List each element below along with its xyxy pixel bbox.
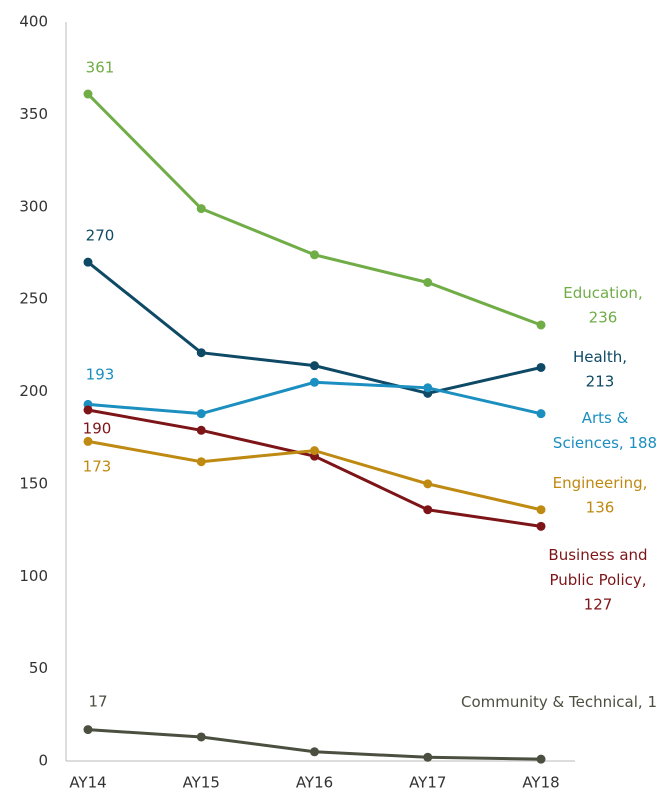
series-label: Education, bbox=[563, 284, 642, 302]
data-point bbox=[310, 446, 319, 456]
series-label-value: 188 bbox=[628, 434, 657, 452]
data-label: 361 bbox=[86, 59, 115, 77]
series-label-value: 213 bbox=[586, 373, 615, 391]
series-label-value: 127 bbox=[584, 596, 613, 614]
series-label-value: 136 bbox=[586, 499, 615, 517]
data-label: 193 bbox=[86, 366, 115, 384]
series-line bbox=[86, 92, 542, 327]
data-point bbox=[196, 425, 206, 435]
data-point bbox=[310, 361, 319, 371]
data-point bbox=[423, 479, 433, 489]
data-point bbox=[196, 732, 206, 742]
series-label: Business and bbox=[548, 546, 647, 564]
data-point bbox=[196, 204, 206, 214]
data-point bbox=[310, 377, 319, 387]
x-tick-label: AY16 bbox=[296, 774, 333, 792]
data-point bbox=[536, 362, 546, 372]
y-tick-label: 250 bbox=[19, 290, 48, 308]
series-label: Sciences, 188 bbox=[553, 434, 657, 452]
y-tick-label: 300 bbox=[19, 197, 48, 215]
data-point bbox=[83, 725, 93, 735]
data-point bbox=[196, 457, 206, 467]
series-label-line: Arts & bbox=[582, 409, 629, 427]
data-point bbox=[83, 436, 93, 446]
y-tick-label: 100 bbox=[19, 567, 48, 585]
data-point bbox=[196, 409, 206, 419]
series-label-line: Community & Technical, bbox=[461, 693, 643, 711]
y-tick-label: 350 bbox=[19, 105, 48, 123]
data-point bbox=[536, 320, 546, 330]
x-tick-label: AY17 bbox=[409, 774, 446, 792]
data-label: 173 bbox=[83, 458, 112, 476]
series-label-value: 1 bbox=[647, 693, 657, 711]
data-point bbox=[423, 383, 433, 393]
data-point bbox=[310, 250, 319, 260]
data-point bbox=[83, 405, 93, 415]
series-label: Engineering, bbox=[553, 474, 648, 492]
series-label: Health, bbox=[573, 348, 627, 366]
series-line bbox=[87, 408, 542, 528]
y-tick-label: 50 bbox=[29, 659, 48, 677]
series-label-line: Health, bbox=[573, 348, 627, 366]
series-label: Public Policy, bbox=[549, 571, 646, 589]
data-point bbox=[423, 752, 433, 762]
y-tick-label: 200 bbox=[19, 382, 48, 400]
series-line bbox=[87, 261, 542, 395]
data-label: 270 bbox=[86, 227, 115, 245]
x-tick-label: AY14 bbox=[69, 774, 106, 792]
data-point bbox=[536, 754, 546, 764]
y-tick-label: 150 bbox=[19, 474, 48, 492]
data-label: 17 bbox=[88, 693, 107, 711]
data-point bbox=[536, 521, 546, 531]
series-label-line: Sciences, bbox=[553, 434, 624, 452]
y-tick-label: 400 bbox=[19, 13, 48, 31]
series-label-value: 236 bbox=[589, 309, 618, 327]
series-label-line: Education, bbox=[563, 284, 642, 302]
data-point bbox=[83, 257, 93, 267]
data-point bbox=[423, 505, 433, 515]
data-point bbox=[423, 277, 433, 287]
data-point bbox=[310, 747, 319, 757]
data-point bbox=[536, 505, 546, 515]
x-tick-label: AY18 bbox=[522, 774, 559, 792]
x-tick-label: AY15 bbox=[183, 774, 220, 792]
data-label: 190 bbox=[83, 420, 112, 438]
data-point bbox=[536, 409, 546, 419]
series-label-line: Engineering, bbox=[553, 474, 648, 492]
series-label-line: Public Policy, bbox=[549, 571, 646, 589]
y-tick-label: 0 bbox=[38, 752, 48, 770]
series-line bbox=[87, 380, 542, 416]
series-label-line: Business and bbox=[548, 546, 647, 564]
series-label: Community & Technical, 1 bbox=[461, 693, 657, 711]
data-point bbox=[83, 89, 93, 99]
data-point bbox=[196, 348, 206, 358]
series-label: Arts & bbox=[582, 409, 629, 427]
